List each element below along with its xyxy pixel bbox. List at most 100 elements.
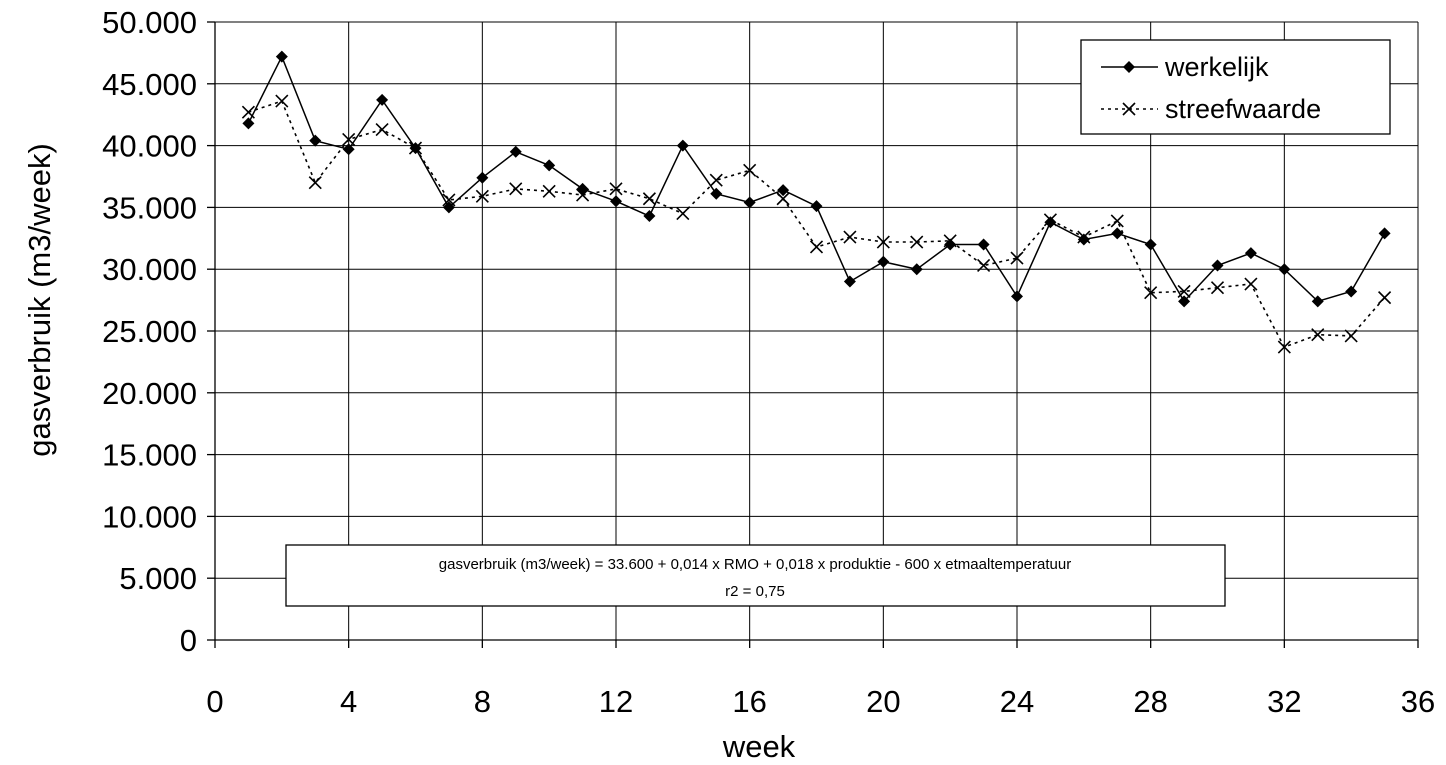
x-axis-title: week <box>722 729 796 764</box>
y-tick-label: 30.000 <box>102 252 197 287</box>
x-tick-label: 24 <box>1000 684 1034 719</box>
data-point-werkelijk <box>442 201 455 214</box>
x-tick-label: 16 <box>732 684 766 719</box>
data-point-werkelijk <box>643 210 656 223</box>
series-werkelijk <box>242 50 1391 308</box>
data-point-werkelijk <box>910 263 923 276</box>
data-point-streefwaarde <box>1244 277 1258 291</box>
legend-marker-streefwaarde <box>1122 102 1136 116</box>
x-tick-label: 4 <box>340 684 357 719</box>
y-tick-label: 50.000 <box>102 5 197 40</box>
data-point-werkelijk <box>1178 295 1191 308</box>
data-point-werkelijk <box>1278 263 1291 276</box>
data-point-werkelijk <box>610 195 622 208</box>
legend-frame <box>1080 39 1391 135</box>
data-point-streefwaarde <box>509 182 523 196</box>
axes <box>207 21 1419 648</box>
x-tick-label: 36 <box>1401 684 1435 719</box>
data-point-werkelijk <box>1378 227 1391 240</box>
data-point-streefwaarde <box>1144 286 1158 300</box>
data-point-werkelijk <box>242 117 255 130</box>
data-point-streefwaarde <box>709 173 723 187</box>
y-tick-label: 35.000 <box>102 190 197 225</box>
series-line-streefwaarde <box>248 100 1386 349</box>
data-point-streefwaarde <box>1277 340 1291 354</box>
data-point-streefwaarde <box>743 163 757 177</box>
legend: werkelijk streefwaarde <box>1080 39 1391 135</box>
data-point-streefwaarde <box>275 94 289 108</box>
y-tick-label: 0 <box>180 623 197 658</box>
data-point-streefwaarde <box>609 182 623 196</box>
data-point-streefwaarde <box>876 235 890 249</box>
x-tick-label: 20 <box>866 684 900 719</box>
y-tick-label: 5.000 <box>119 561 197 596</box>
data-point-werkelijk <box>877 255 890 268</box>
data-point-streefwaarde <box>843 230 857 244</box>
data-point-werkelijk <box>543 159 556 172</box>
series-layer <box>241 50 1392 354</box>
data-point-werkelijk <box>342 143 355 156</box>
x-tick-labels: 0 4 8 12 16 20 24 28 32 36 <box>206 684 1435 719</box>
data-point-streefwaarde <box>1010 251 1024 265</box>
data-point-werkelijk <box>1244 247 1257 260</box>
data-point-streefwaarde <box>1110 214 1124 228</box>
data-point-werkelijk <box>1077 233 1090 246</box>
x-tick-label: 32 <box>1267 684 1301 719</box>
data-point-streefwaarde <box>475 189 489 203</box>
x-tick-label: 0 <box>206 684 223 719</box>
data-point-werkelijk <box>376 93 389 106</box>
annotation-box: gasverbruik (m3/week) = 33.600 + 0,014 x… <box>285 544 1226 607</box>
y-tick-label: 45.000 <box>102 67 197 102</box>
annotation-line-1: gasverbruik (m3/week) = 33.600 + 0,014 x… <box>439 556 1071 573</box>
annotation-frame <box>285 544 1226 607</box>
y-tick-label: 20.000 <box>102 376 197 411</box>
data-point-werkelijk <box>1111 227 1124 240</box>
y-tick-label: 15.000 <box>102 438 197 473</box>
data-point-werkelijk <box>275 50 288 63</box>
legend-label-werkelijk: werkelijk <box>1164 52 1269 82</box>
data-point-streefwaarde <box>1210 281 1225 295</box>
data-point-streefwaarde <box>1344 329 1358 343</box>
data-point-werkelijk <box>777 184 790 197</box>
data-point-streefwaarde <box>308 176 322 190</box>
data-point-werkelijk <box>476 171 489 184</box>
annotation-line-2: r2 = 0,75 <box>725 583 785 600</box>
data-point-werkelijk <box>1011 290 1023 303</box>
data-point-streefwaarde <box>809 240 824 254</box>
y-tick-label: 10.000 <box>102 499 197 534</box>
data-point-werkelijk <box>1345 285 1358 298</box>
data-point-streefwaarde <box>542 184 556 198</box>
data-point-werkelijk <box>743 196 756 209</box>
data-point-werkelijk <box>576 182 589 195</box>
y-tick-labels: 0 5.000 10.000 15.000 20.000 25.000 30.000 35.0… <box>102 5 197 658</box>
data-point-werkelijk <box>843 275 856 288</box>
data-point-werkelijk <box>1044 216 1057 229</box>
data-point-werkelijk <box>1311 295 1324 308</box>
data-point-werkelijk <box>977 238 990 251</box>
data-point-werkelijk <box>1211 259 1224 272</box>
data-point-werkelijk <box>509 145 522 158</box>
data-point-werkelijk <box>710 187 723 200</box>
data-point-werkelijk <box>810 200 823 213</box>
y-tick-label: 40.000 <box>102 129 197 164</box>
x-tick-label: 8 <box>474 684 491 719</box>
data-point-werkelijk <box>309 134 322 147</box>
data-point-streefwaarde <box>676 207 690 221</box>
data-point-streefwaarde <box>977 258 991 273</box>
x-tick-label: 12 <box>599 684 633 719</box>
data-point-werkelijk <box>409 142 422 155</box>
data-point-werkelijk <box>944 238 957 251</box>
legend-marker-werkelijk <box>1123 61 1135 73</box>
data-point-streefwaarde <box>642 192 656 206</box>
grid-lines <box>215 21 1419 640</box>
data-point-werkelijk <box>676 139 689 152</box>
y-tick-label: 25.000 <box>102 314 197 349</box>
data-point-streefwaarde <box>776 192 790 206</box>
data-point-streefwaarde <box>375 122 389 137</box>
data-point-streefwaarde <box>1378 291 1392 305</box>
x-tick-label: 28 <box>1133 684 1167 719</box>
data-point-werkelijk <box>1144 238 1157 251</box>
y-axis-title: gasverbruik (m3/week) <box>22 143 57 457</box>
data-point-streefwaarde <box>1311 328 1325 342</box>
